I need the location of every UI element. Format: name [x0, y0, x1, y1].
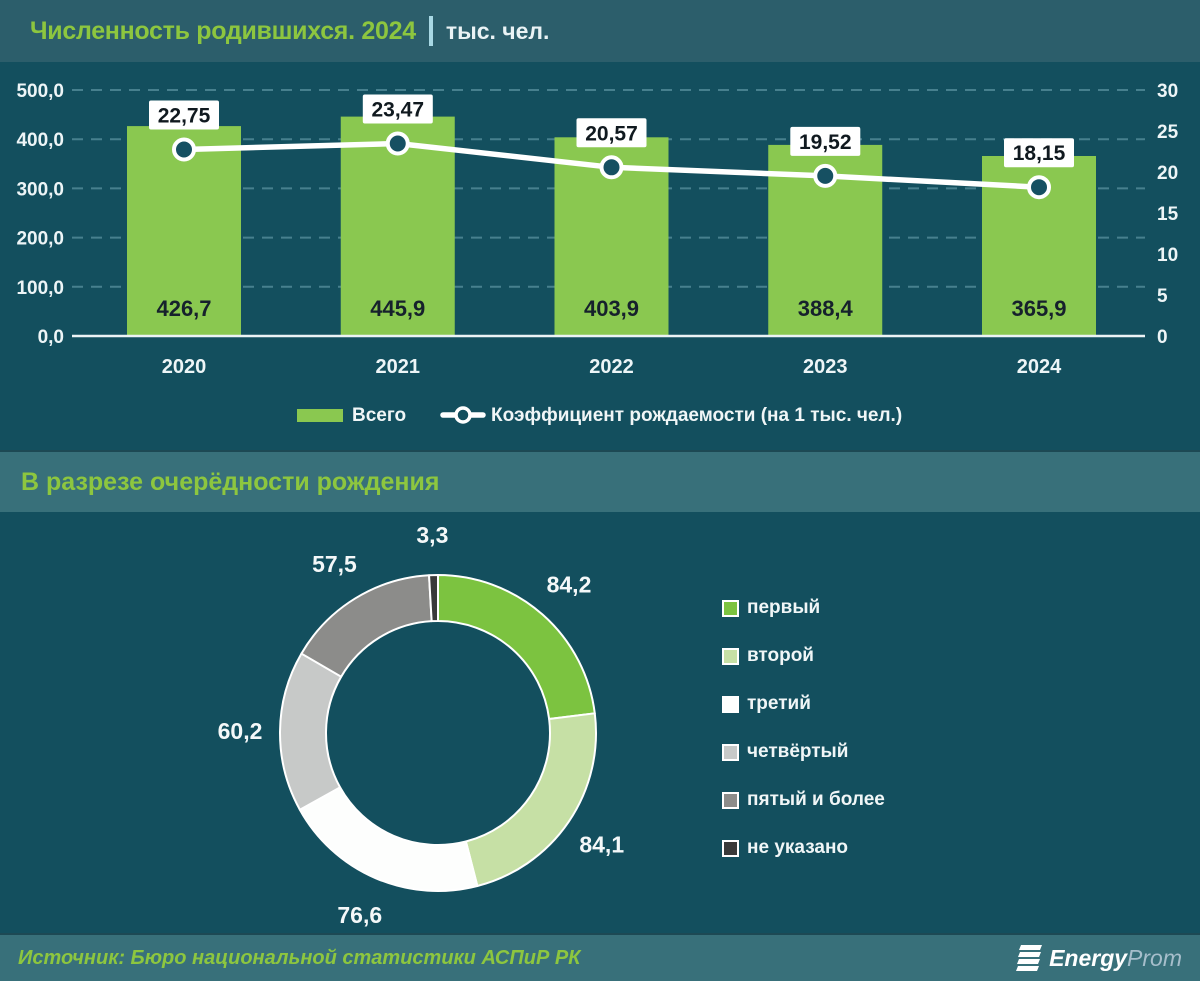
- logo-energy: Energy: [1049, 944, 1128, 971]
- page-title: Численность родившихся. 2024: [30, 16, 416, 45]
- line-value-label: 22,75: [158, 105, 211, 128]
- legend-label: не указано: [747, 837, 849, 858]
- donut-segment-третий: [298, 786, 479, 892]
- line-value-callout: [1004, 138, 1074, 168]
- legend-label: второй: [747, 645, 814, 666]
- legend-item-второй: второй: [722, 645, 885, 666]
- bar-value-label: 445,9: [370, 296, 425, 321]
- donut-value-label: 60,2: [218, 718, 263, 744]
- title-separator: [428, 16, 433, 46]
- right-axis-tick: 15: [1157, 204, 1179, 225]
- x-axis-label: 2023: [803, 356, 848, 378]
- donut-segment-пятый и более: [300, 574, 433, 678]
- energyprom-logo: EnergyProm: [1012, 945, 1182, 972]
- title-units: тыс. чел.: [445, 17, 550, 44]
- birth-order-section: 84,2 84,1 76,6 60,2 57,5 3,3: [0, 512, 1200, 933]
- line-value-callout: [576, 118, 647, 148]
- x-axis-label: 2021: [376, 356, 421, 378]
- bar-value-label: 388,4: [798, 296, 854, 321]
- line-marker: [813, 163, 838, 188]
- donut-value-label: 76,6: [337, 902, 382, 928]
- right-axis-tick: 30: [1157, 81, 1178, 102]
- x-axis-label: 2024: [1017, 356, 1062, 378]
- line-value-label: 23,47: [371, 99, 424, 122]
- donut-value-label: 84,2: [547, 572, 592, 598]
- legend-item-четвёртый: четвёртый: [722, 741, 885, 762]
- donut-value-label: 84,1: [579, 831, 624, 857]
- left-axis-tick: 300,0: [16, 179, 64, 200]
- donut-segment-второй: [464, 712, 597, 888]
- legend-item-третий: третий: [722, 693, 885, 714]
- legend-swatch: [722, 791, 739, 809]
- line-value-callout: [790, 126, 861, 156]
- bar-value-label: 403,9: [584, 296, 639, 321]
- line-marker: [172, 137, 196, 162]
- legend-bar-label: Всего: [352, 405, 406, 426]
- legend-line-marker: [454, 406, 472, 424]
- footer: Источник: Бюро национальной статистики А…: [0, 933, 1200, 981]
- bar-value-label: 365,9: [1011, 296, 1066, 321]
- right-axis-tick: 25: [1157, 122, 1179, 143]
- line-marker: [385, 131, 410, 156]
- line-value-callout: [362, 94, 433, 124]
- legend-swatch: [722, 647, 739, 665]
- logo-text: EnergyProm: [1049, 945, 1182, 972]
- legend-swatch: [722, 599, 739, 617]
- source-text: Источник: Бюро национальной статистики А…: [18, 946, 581, 969]
- legend-label: первый: [747, 597, 821, 618]
- left-axis-tick: 500,0: [16, 81, 64, 102]
- energyprom-icon: [1016, 945, 1043, 971]
- line-value-callout: [149, 100, 219, 130]
- line-value-label: 18,15: [1013, 142, 1066, 165]
- logo-prom: Prom: [1127, 944, 1182, 971]
- legend-label: пятый и более: [747, 789, 885, 810]
- right-axis-tick: 5: [1157, 286, 1168, 307]
- legend-line-label: Коэффициент рождаемости (на 1 тыс. чел.): [491, 405, 902, 426]
- right-axis-tick: 10: [1157, 245, 1178, 266]
- x-axis-label: 2022: [589, 356, 634, 378]
- line-value-label: 19,52: [799, 131, 852, 154]
- left-axis-tick: 100,0: [16, 278, 64, 299]
- donut-legend: первый второй третий четвёртый пятый и более…: [722, 597, 885, 886]
- legend-swatch: [722, 839, 739, 857]
- legend-item-первый: первый: [722, 597, 885, 618]
- donut-value-label: 57,5: [312, 551, 357, 577]
- births-combo-chart-section: 0,0 100,0 200,0 300,0 400,0 500,0 0 5 10 15 20 25 30…: [0, 60, 1200, 450]
- donut-chart: 84,2 84,1 76,6 60,2 57,5 3,3: [218, 522, 625, 928]
- line-marker: [1027, 175, 1051, 200]
- donut-value-label: 3,3: [416, 522, 448, 548]
- header: Численность родившихся. 2024 тыс. чел.: [0, 0, 1200, 62]
- right-axis-tick: 20: [1157, 163, 1178, 184]
- left-axis-tick: 400,0: [16, 130, 64, 151]
- left-axis-tick: 200,0: [16, 229, 64, 250]
- donut-segment-не указано: [428, 573, 439, 623]
- left-axis-tick: 0,0: [38, 327, 64, 348]
- line-marker: [599, 155, 624, 180]
- legend-bar-swatch: [297, 409, 343, 422]
- legend-item-не указано: не указано: [722, 837, 885, 858]
- legend-item-пятый и более: пятый и более: [722, 789, 885, 810]
- legend-label: третий: [747, 693, 811, 714]
- right-axis-tick: 0: [1157, 327, 1168, 348]
- x-axis-label: 2020: [162, 356, 207, 378]
- bar-line-chart: 0,0 100,0 200,0 300,0 400,0 500,0 0 5 10 15 20 25 30…: [16, 81, 1179, 426]
- line-value-label: 20,57: [585, 122, 638, 145]
- donut-segment-четвёртый: [279, 652, 343, 811]
- bar-value-label: 426,7: [156, 296, 211, 321]
- legend-swatch: [722, 695, 739, 713]
- legend-label: четвёртый: [747, 741, 849, 762]
- legend-swatch: [722, 743, 739, 761]
- section2-title: В разрезе очерёдности рождения: [21, 467, 440, 496]
- section2-header: В разрезе очерёдности рождения: [0, 450, 1200, 512]
